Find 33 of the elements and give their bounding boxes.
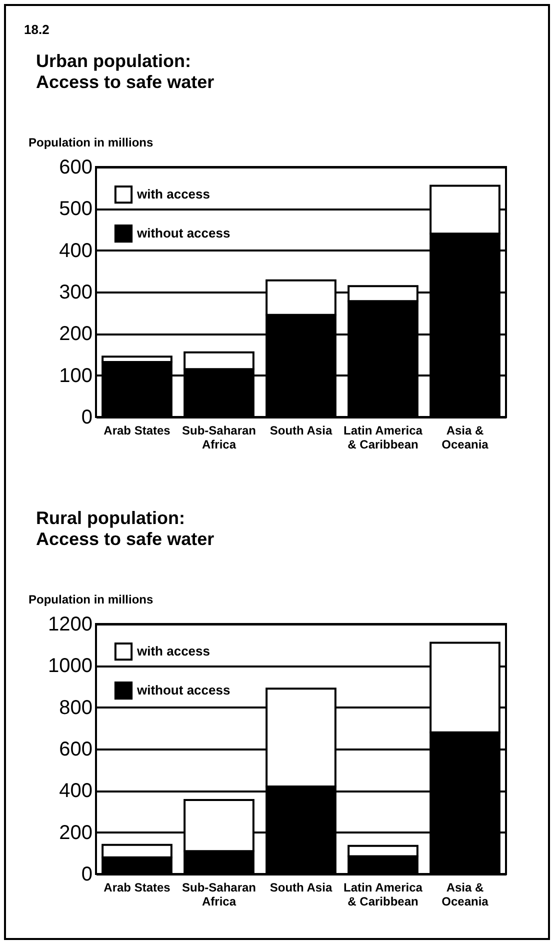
- x-tick-label: Asia & Oceania: [442, 424, 489, 452]
- y-tick-label: 800: [59, 696, 92, 719]
- x-tick-label: Sub-Saharan Africa: [182, 880, 256, 908]
- y-tick-label: 400: [59, 780, 92, 802]
- x-tick-label: Arab States: [104, 424, 171, 438]
- y-tick-label: 600: [59, 156, 92, 178]
- y-tick-label: 200: [59, 323, 92, 346]
- legend-label: with access: [136, 186, 210, 202]
- y-tick-label: 0: [81, 864, 92, 886]
- y-tick-label: 600: [59, 738, 92, 760]
- x-tick-label: Arab States: [104, 880, 171, 894]
- y-tick-label: 200: [59, 822, 92, 844]
- x-tick-label: South Asia: [270, 424, 332, 438]
- y-tick-label: 1000: [48, 655, 92, 678]
- legend-label: without access: [136, 226, 230, 240]
- legend-label: with access: [136, 644, 210, 658]
- y-tick-label: 400: [59, 240, 92, 262]
- chart-title: Rural population: Access to safe water: [36, 508, 214, 549]
- x-tick-label: South Asia: [270, 880, 332, 894]
- y-tick-label: 0: [81, 406, 92, 428]
- y-axis-title: Population in millions: [28, 136, 154, 150]
- x-tick-label: Sub-Saharan Africa: [182, 424, 256, 452]
- y-tick-label: 500: [59, 198, 92, 220]
- y-tick-label: 300: [59, 282, 92, 304]
- text: 18.2: [24, 22, 50, 37]
- x-tick-label: Latin America & Caribbean: [344, 424, 423, 452]
- y-axis-title: Population in millions: [28, 592, 154, 606]
- x-tick-label: Asia & Oceania: [442, 880, 489, 908]
- chart-title: Urban population: Access to safe water: [36, 51, 214, 92]
- x-tick-label: Latin America & Caribbean: [344, 880, 423, 908]
- y-tick-label: 1200: [48, 614, 92, 636]
- y-tick-label: 100: [59, 364, 92, 387]
- legend-label: without access: [136, 682, 230, 698]
